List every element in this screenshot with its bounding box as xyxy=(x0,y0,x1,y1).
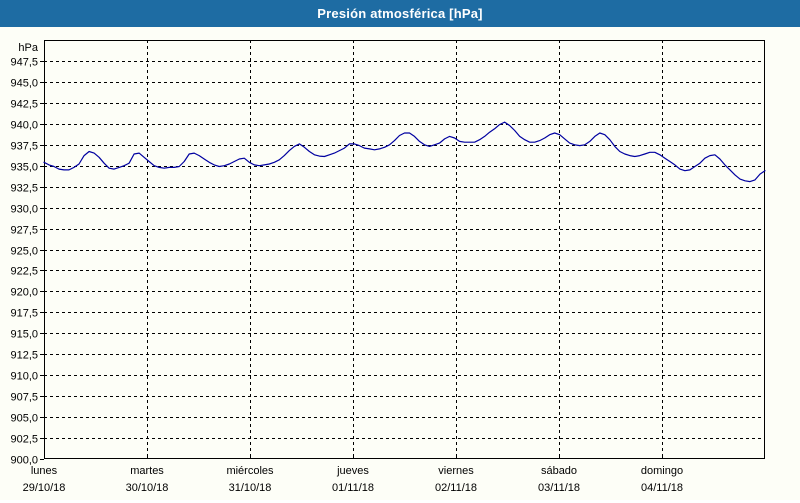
y-tick-label: 915,0 xyxy=(10,329,38,341)
y-tick-label: 945,0 xyxy=(10,78,38,90)
day-name-label: domingo xyxy=(641,465,683,477)
y-tick-label: 900,0 xyxy=(10,455,38,467)
y-tick-label: 930,0 xyxy=(10,204,38,216)
x-gridlines xyxy=(147,40,663,459)
day-name-label: viernes xyxy=(438,465,474,477)
y-tick-label: 910,0 xyxy=(10,371,38,383)
day-date-label: 29/10/18 xyxy=(23,482,66,494)
day-date-label: 01/11/18 xyxy=(332,482,374,494)
x-day-labels: lunes 29/10/18 martes 30/10/18 miércoles 31/1… xyxy=(23,465,684,494)
day-name-label: miércoles xyxy=(226,465,274,477)
y-tick-label: 942,5 xyxy=(10,99,38,111)
y-tick-label: 912,5 xyxy=(10,350,38,362)
chart-area: 900,0 902,5 905,0 907,5 910,0 912,5 915,0 917,5… xyxy=(0,27,800,500)
y-tick-label: 920,0 xyxy=(10,287,38,299)
window-title: Presión atmosférica [hPa] xyxy=(317,6,483,21)
y-tick-labels: 900,0 902,5 905,0 907,5 910,0 912,5 915,0 917,5… xyxy=(10,57,38,467)
day-date-label: 31/10/18 xyxy=(229,482,272,494)
day-name-label: sábado xyxy=(541,465,577,477)
day-name-label: jueves xyxy=(336,465,369,477)
y-tick-label: 907,5 xyxy=(10,392,38,404)
y-tick-label: 940,0 xyxy=(10,120,38,132)
y-tick-label: 927,5 xyxy=(10,225,38,237)
pressure-chart: 900,0 902,5 905,0 907,5 910,0 912,5 915,0 917,5… xyxy=(10,40,766,494)
day-date-label: 30/10/18 xyxy=(126,482,169,494)
y-tick-label: 935,0 xyxy=(10,162,38,174)
y-axis-unit-label: hPa xyxy=(18,42,38,54)
y-tick-label: 925,0 xyxy=(10,246,38,258)
y-gridlines xyxy=(44,61,765,439)
day-date-label: 04/11/18 xyxy=(641,482,683,494)
y-tick-label: 902,5 xyxy=(10,434,38,446)
y-tick-label: 932,5 xyxy=(10,183,38,195)
y-tick-label: 905,0 xyxy=(10,413,38,425)
day-date-label: 03/11/18 xyxy=(538,482,580,494)
y-tick-label: 947,5 xyxy=(10,57,38,69)
window-titlebar: Presión atmosférica [hPa] xyxy=(0,0,800,28)
pressure-line xyxy=(43,121,766,183)
y-tick-label: 917,5 xyxy=(10,308,38,320)
y-tick-label: 937,5 xyxy=(10,141,38,153)
day-name-label: lunes xyxy=(31,465,58,477)
day-date-label: 02/11/18 xyxy=(435,482,477,494)
y-tick-label: 922,5 xyxy=(10,266,38,278)
y-axis-ticks xyxy=(40,61,44,460)
day-name-label: martes xyxy=(130,465,164,477)
plot-border xyxy=(44,40,765,459)
